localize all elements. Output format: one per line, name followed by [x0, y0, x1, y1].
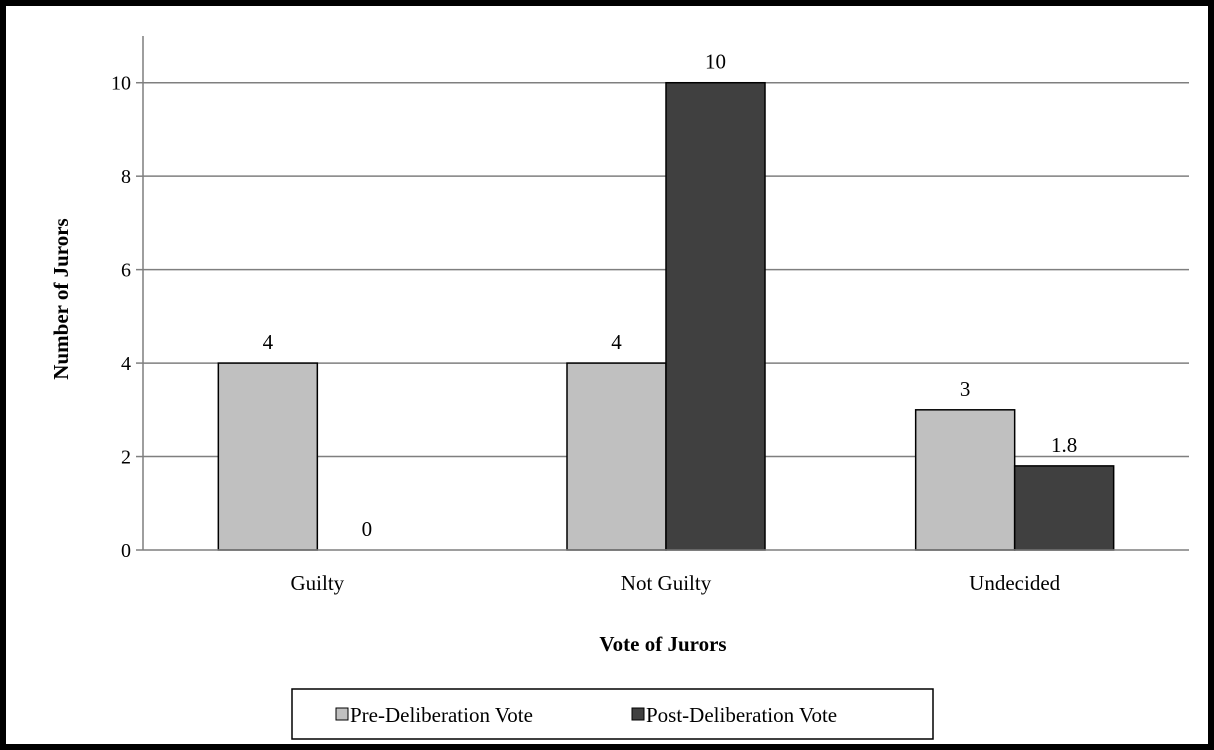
x-axis-title: Vote of Jurors [599, 632, 726, 656]
bar-chart: 0 2 4 6 8 10 Guilty Not Guilty Undecided 4 0 4 10 3… [49, 36, 1189, 740]
data-label: 1.8 [1051, 433, 1077, 457]
bar [566, 362, 667, 551]
x-category-label: Guilty [290, 571, 344, 595]
legend-label-pre: Pre-Deliberation Vote [350, 703, 533, 727]
y-tick-label: 2 [121, 447, 131, 469]
bar [914, 409, 1016, 551]
data-labels: 4 0 4 10 3 1.8 [263, 50, 1078, 541]
y-tick-label: 0 [121, 540, 131, 562]
y-tick-labels: 0 2 4 6 8 10 [111, 73, 131, 562]
x-category-labels: Guilty Not Guilty Undecided [290, 571, 1060, 595]
x-category-label: Not Guilty [621, 571, 712, 595]
legend-swatch-post [631, 707, 645, 721]
legend-swatch-pre [335, 707, 349, 721]
legend-box [291, 688, 934, 740]
data-label: 10 [705, 50, 726, 74]
data-label: 0 [362, 517, 373, 541]
data-label: 4 [263, 330, 274, 354]
data-label: 3 [960, 377, 971, 401]
legend: Pre-Deliberation Vote Post-Deliberation … [291, 688, 934, 740]
bar [1013, 465, 1115, 551]
bar [665, 81, 766, 551]
y-tick-label: 4 [121, 353, 131, 375]
x-category-label: Undecided [969, 571, 1060, 595]
y-axis-title: Number of Jurors [49, 218, 73, 379]
axes [136, 36, 1189, 551]
y-tick-label: 6 [121, 260, 131, 282]
bars [217, 81, 1115, 551]
legend-label-post: Post-Deliberation Vote [646, 703, 837, 727]
y-tick-label: 8 [121, 166, 131, 188]
y-tick-label: 10 [111, 73, 131, 95]
data-label: 4 [611, 330, 622, 354]
bar [217, 362, 319, 551]
